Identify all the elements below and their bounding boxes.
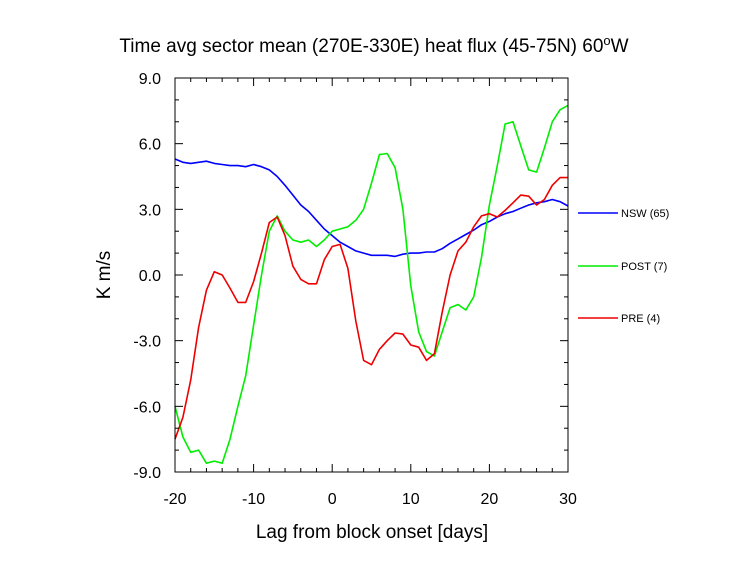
legend-label-0: NSW (65) — [621, 208, 669, 220]
y-tick-label: -9.0 — [133, 465, 161, 482]
x-axis-label: Lag from block onset [days] — [256, 522, 488, 543]
y-tick-label: 0.0 — [139, 268, 161, 285]
series-line-2 — [174, 176, 568, 440]
series-line-0 — [174, 158, 569, 258]
x-tick-label: 0 — [328, 491, 337, 508]
x-tick-label: 10 — [402, 491, 420, 508]
plot-frame — [174, 77, 569, 473]
chart-title: Time avg sector mean (270E-330E) heat fl… — [119, 33, 628, 58]
y-tick-label: 6.0 — [139, 137, 161, 154]
series-line-1 — [174, 104, 569, 464]
y-tick-label: 3.0 — [139, 202, 161, 219]
y-tick-label: -3.0 — [133, 334, 161, 351]
y-axis-label: K m/s — [94, 251, 115, 300]
plot-area: -20 -10 0 10 20 30 -9.0 -6.0 -3.0 0.0 3.0 6.0 9.0 NSW… — [133, 71, 669, 508]
x-tick-label: -10 — [242, 491, 265, 508]
x-tick-label: 20 — [481, 491, 499, 508]
legend-label-1: POST (7) — [621, 261, 667, 273]
y-tick-label: -6.0 — [133, 399, 161, 416]
x-tick-label: -20 — [163, 491, 186, 508]
degree-superscript: o — [603, 33, 610, 48]
title-suffix: W — [611, 36, 629, 57]
legend-label-2: PRE (4) — [621, 313, 660, 325]
x-tick-label: 30 — [559, 491, 577, 508]
y-tick-label: 9.0 — [139, 71, 161, 88]
